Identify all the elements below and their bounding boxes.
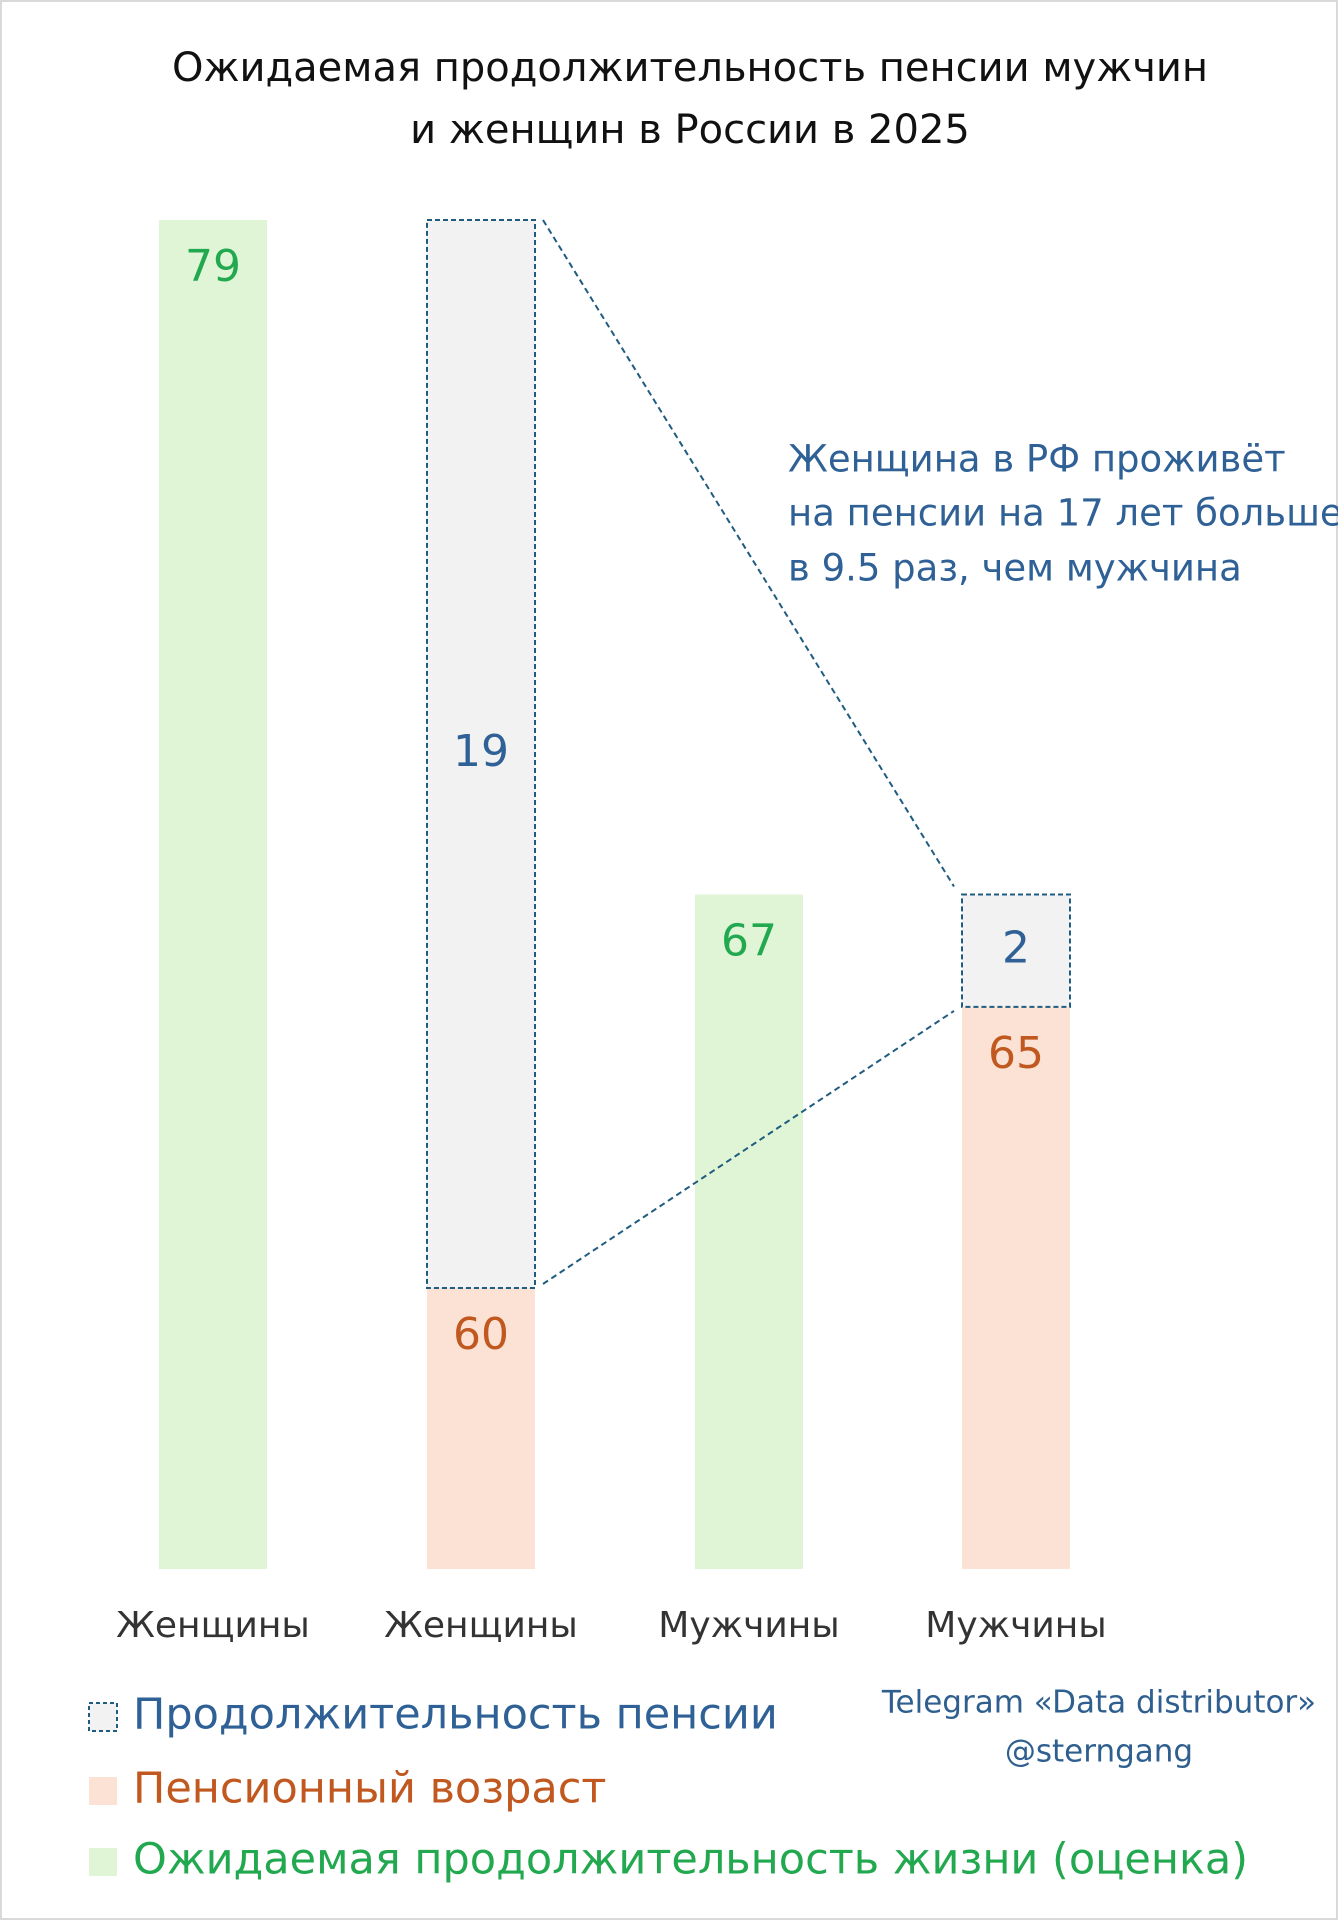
bar-segment — [159, 220, 267, 1569]
data-label: 67 — [721, 916, 777, 967]
chart-title: и женщин в России в 2025 — [410, 107, 970, 153]
annotation: Женщина в РФ проживёт — [788, 438, 1286, 481]
bar-segment — [427, 1287, 535, 1569]
x-tick-label: Женщины — [384, 1605, 578, 1646]
bar-segment — [695, 894, 803, 1569]
chart-title: Ожидаемая продолжительность пенсии мужчи… — [172, 45, 1208, 91]
source: @sterngang — [1005, 1734, 1193, 1770]
data-label: 19 — [453, 726, 509, 777]
x-tick-label: Мужчины — [658, 1605, 839, 1646]
x-tick-label: Мужчины — [925, 1605, 1106, 1646]
connector — [542, 219, 955, 888]
legend-swatch — [89, 1777, 117, 1805]
bar-segment — [961, 893, 1071, 1008]
data-label: 79 — [185, 241, 241, 292]
legend-label: Ожидаемая продолжительность жизни (оценк… — [133, 1835, 1248, 1885]
x-tick-label: Женщины — [116, 1605, 310, 1646]
bar-segment — [962, 1006, 1070, 1569]
legend-label: Продолжительность пенсии — [133, 1690, 778, 1740]
data-label: 65 — [988, 1028, 1044, 1079]
annotation: на пенсии на 17 лет больше, — [788, 492, 1338, 535]
connector — [542, 1010, 955, 1285]
data-label: 60 — [453, 1309, 509, 1360]
legend-swatch — [88, 1702, 118, 1732]
source: Telegram «Data distributor» — [881, 1685, 1316, 1721]
legend-label: Пенсионный возраст — [133, 1764, 606, 1814]
bar-segment — [426, 219, 536, 1289]
legend-swatch — [89, 1848, 117, 1876]
annotation: в 9.5 раз, чем мужчина — [788, 547, 1242, 590]
data-label: 2 — [1002, 923, 1030, 974]
